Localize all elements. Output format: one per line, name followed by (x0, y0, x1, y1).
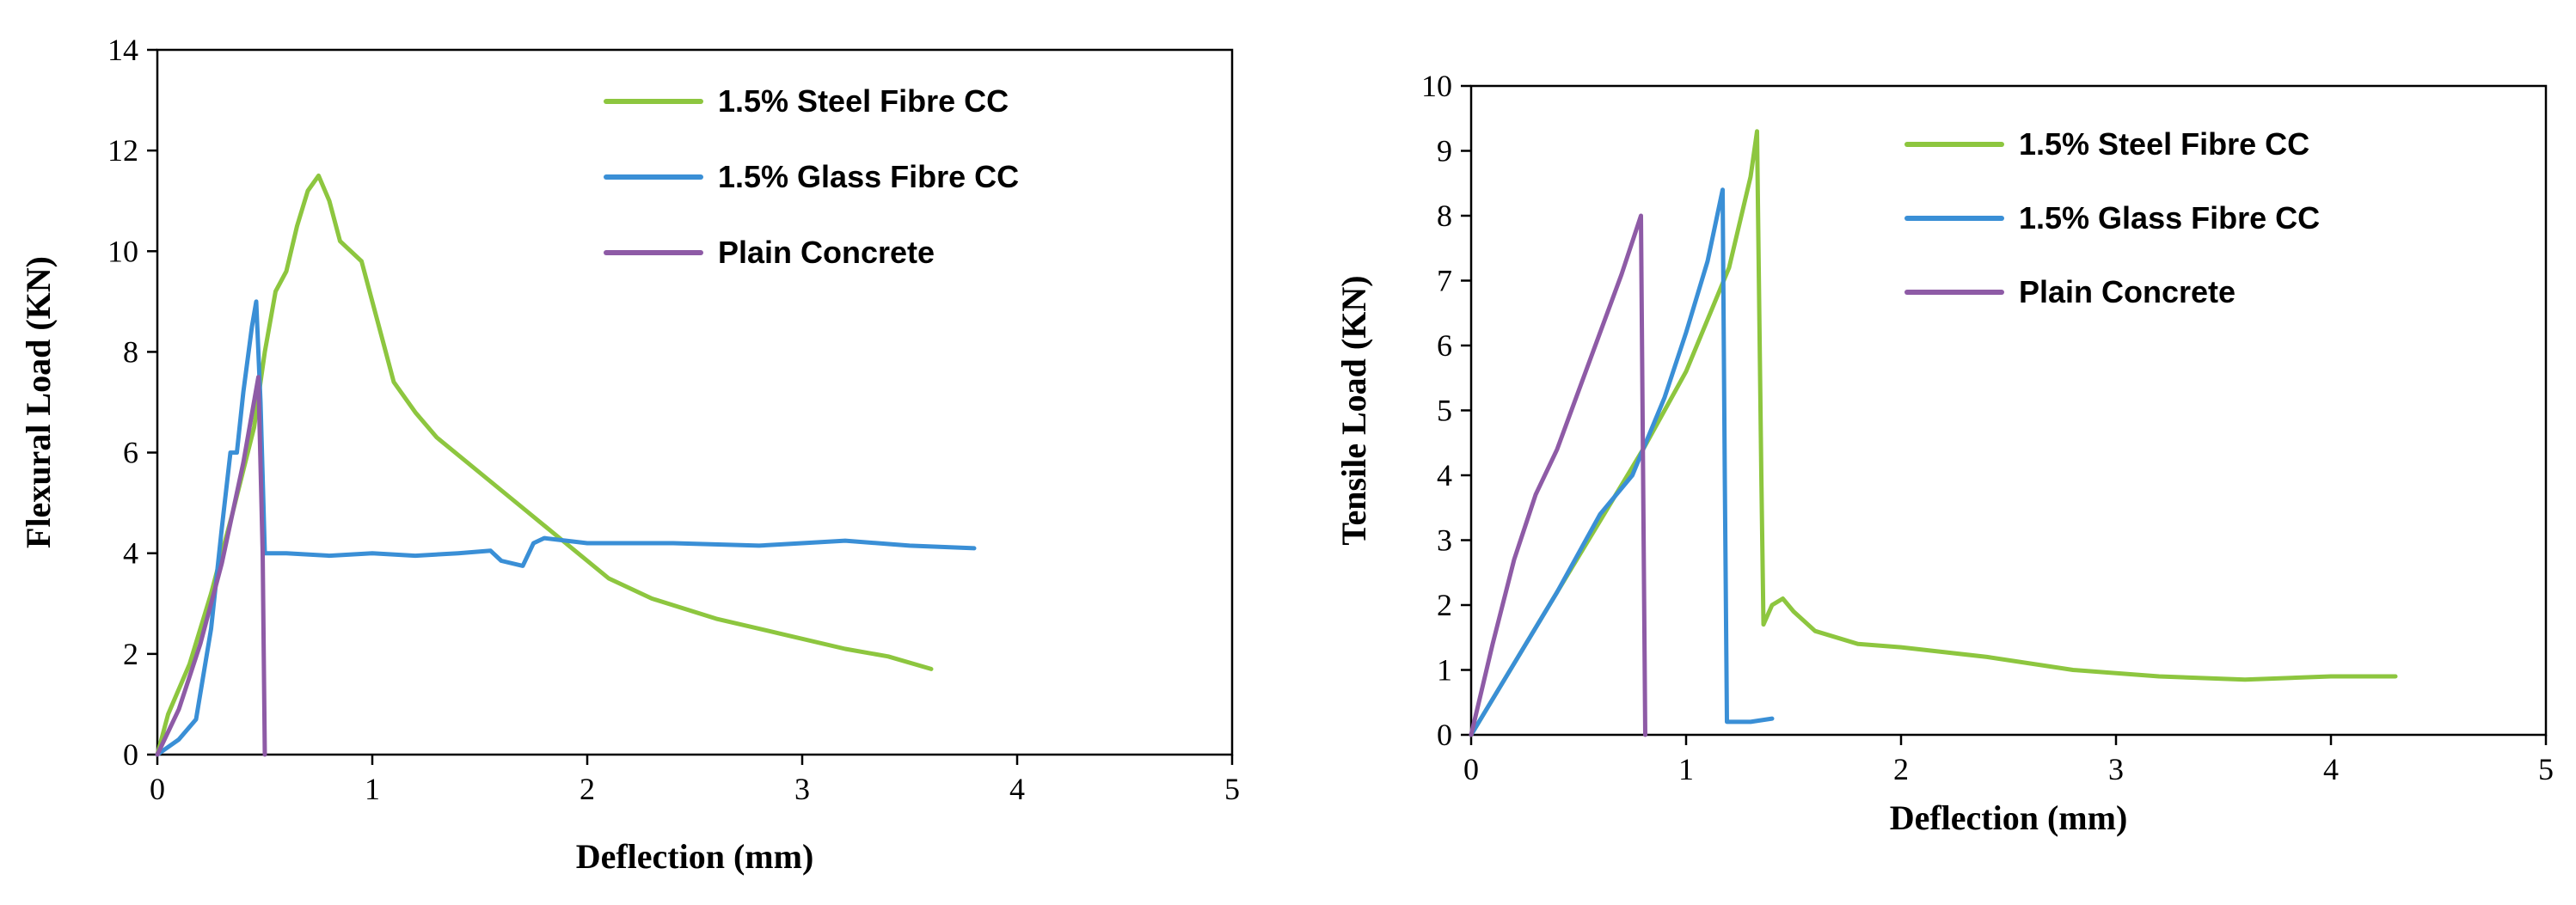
x-tick-label: 1 (1678, 752, 1694, 786)
x-axis-title: Deflection (mm) (576, 837, 814, 876)
x-tick-label: 4 (1009, 772, 1025, 806)
x-tick-label: 4 (2323, 752, 2339, 786)
x-tick-label: 2 (1893, 752, 1909, 786)
series-line-plain-concrete (155, 375, 267, 757)
legend-label: Plain Concrete (2019, 274, 2236, 309)
y-axis-title: Flexural Load (KN) (19, 256, 58, 548)
y-tick-label: 14 (107, 33, 138, 67)
x-tick-label: 5 (1224, 772, 1240, 806)
y-tick-label: 7 (1437, 264, 1452, 298)
y-tick-label: 3 (1437, 523, 1452, 558)
flexural-chart-panel: 0 1 2 3 4 5 0 2 4 6 8 10 12 14 Deflection (mm) Flexural… (19, 33, 1240, 876)
y-tick-label: 2 (1437, 588, 1452, 622)
plot-frame (156, 48, 1234, 756)
y-tick-label: 2 (123, 637, 138, 671)
series-line-plain-concrete (1469, 213, 1647, 737)
y-tick-label: 9 (1437, 134, 1452, 168)
legend-label: 1.5% Steel Fibre CC (2019, 126, 2309, 162)
legend-label: 1.5% Glass Fibre CC (718, 159, 1019, 194)
series-line-1-5-steel-fibre-cc (1469, 129, 2398, 737)
series-line-1-5-steel-fibre-cc (155, 173, 934, 757)
y-tick-label: 12 (107, 133, 138, 168)
plot-frame (1469, 84, 2548, 737)
tensile-load-chart: 0 1 2 3 4 5 0 1 2 3 4 5 6 7 8 9 10 Deflection (mm) Tensile… (1334, 69, 2554, 837)
x-tick-label: 1 (365, 772, 380, 806)
x-tick-label: 0 (1463, 752, 1479, 786)
tensile-chart-panel: 0 1 2 3 4 5 0 1 2 3 4 5 6 7 8 9 10 Deflection (mm) Tensile… (1288, 0, 2576, 905)
legend-label: 1.5% Glass Fibre CC (2019, 200, 2320, 235)
x-axis-title: Deflection (mm) (1890, 798, 2128, 837)
y-tick-label: 5 (1437, 394, 1452, 428)
y-tick-label: 6 (123, 436, 138, 470)
y-tick-label: 10 (107, 234, 138, 268)
x-tick-label: 3 (2108, 752, 2124, 786)
legend-label: Plain Concrete (718, 235, 935, 270)
y-tick-label: 8 (123, 334, 138, 369)
y-tick-label: 8 (1437, 199, 1452, 233)
series-line-1-5-glass-fibre-cc (155, 299, 977, 757)
x-tick-label: 0 (150, 772, 165, 806)
legend-label: 1.5% Steel Fibre CC (718, 83, 1009, 119)
y-tick-label: 4 (123, 536, 138, 571)
y-axis-title: Tensile Load (KN) (1334, 275, 1373, 545)
y-tick-label: 1 (1437, 653, 1452, 688)
y-tick-label: 10 (1421, 69, 1452, 103)
y-tick-label: 0 (123, 737, 138, 772)
x-tick-label: 3 (794, 772, 810, 806)
y-tick-label: 6 (1437, 328, 1452, 363)
x-tick-label: 2 (580, 772, 595, 806)
y-tick-label: 4 (1437, 458, 1452, 492)
y-tick-label: 0 (1437, 718, 1452, 752)
series-line-1-5-glass-fibre-cc (1469, 187, 1775, 737)
x-tick-label: 5 (2538, 752, 2554, 786)
